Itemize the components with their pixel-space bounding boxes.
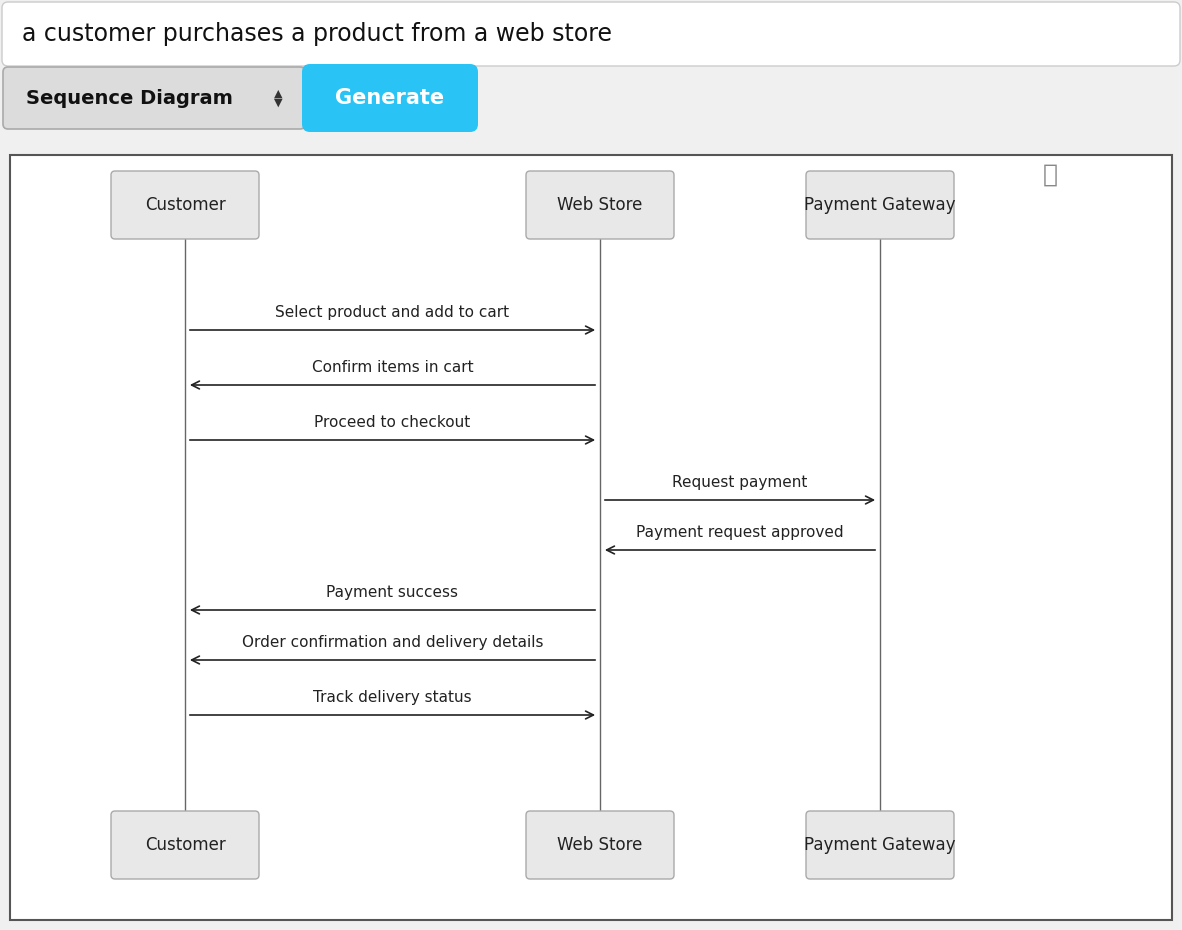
FancyBboxPatch shape [111,811,259,879]
Text: ⌕: ⌕ [1043,163,1058,187]
Text: Request payment: Request payment [673,475,807,490]
Text: ▲
▼: ▲ ▼ [274,88,282,108]
Text: Payment success: Payment success [326,585,459,600]
FancyBboxPatch shape [806,171,954,239]
Text: a customer purchases a product from a web store: a customer purchases a product from a we… [22,22,612,46]
Text: Proceed to checkout: Proceed to checkout [314,415,470,430]
FancyBboxPatch shape [526,171,674,239]
Text: Sequence Diagram: Sequence Diagram [26,88,233,108]
Text: Customer: Customer [144,196,226,214]
FancyBboxPatch shape [526,811,674,879]
Text: Web Store: Web Store [557,196,643,214]
Text: Confirm items in cart: Confirm items in cart [312,360,473,375]
Text: Payment request approved: Payment request approved [636,525,844,540]
FancyBboxPatch shape [301,64,478,132]
Text: Order confirmation and delivery details: Order confirmation and delivery details [242,635,544,650]
Text: Web Store: Web Store [557,836,643,854]
FancyBboxPatch shape [111,171,259,239]
FancyBboxPatch shape [2,2,1180,66]
Text: Payment Gateway: Payment Gateway [804,196,956,214]
Bar [9,155,1173,920]
FancyBboxPatch shape [4,67,305,129]
Text: Payment Gateway: Payment Gateway [804,836,956,854]
Text: Customer: Customer [144,836,226,854]
FancyBboxPatch shape [806,811,954,879]
Text: Track delivery status: Track delivery status [313,690,472,705]
Text: Generate: Generate [336,88,444,108]
Text: Select product and add to cart: Select product and add to cart [275,305,509,320]
